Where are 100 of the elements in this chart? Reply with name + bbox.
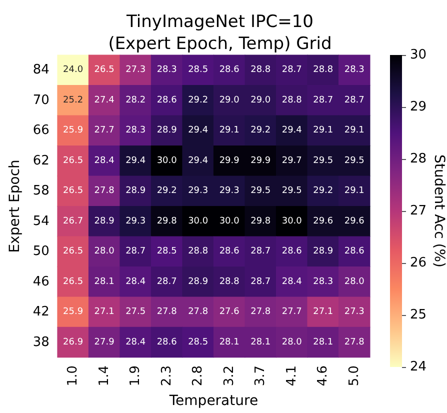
data-label: 29.2 (188, 95, 208, 106)
y-tick-label: 70 (32, 92, 50, 108)
data-label: 28.4 (94, 156, 115, 166)
color-bar-label: 25 (410, 308, 427, 322)
color-bar-label: 29 (410, 100, 427, 114)
data-label: 29.7 (282, 156, 302, 166)
data-label: 28.7 (250, 246, 271, 257)
data-label: 26.7 (63, 216, 84, 226)
data-label: 28.6 (156, 95, 178, 106)
color-bar-label: 26 (410, 256, 427, 270)
data-label: 29.2 (313, 186, 334, 196)
data-label: 27.8 (250, 307, 271, 318)
data-label: 28.7 (126, 246, 146, 257)
data-label: 29.1 (344, 126, 364, 136)
y-tick-label: 38 (32, 334, 50, 350)
x-tick-label: 4.6 (316, 365, 331, 386)
data-label: 28.8 (282, 95, 302, 106)
data-label: 28.6 (344, 246, 365, 257)
data-label: 29.3 (188, 186, 208, 196)
data-label: 29.4 (282, 126, 302, 136)
data-label: 26.5 (63, 246, 84, 257)
data-label: 27.7 (282, 307, 302, 318)
data-label: 28.6 (219, 246, 240, 257)
data-label: 28.8 (219, 276, 240, 287)
data-label: 28.6 (219, 65, 240, 76)
y-axis-title: Expert Epoch (7, 160, 23, 253)
data-label: 28.9 (313, 246, 334, 257)
y-tick-label: 84 (32, 62, 50, 78)
data-label: 28.5 (188, 65, 208, 76)
data-label: 28.4 (126, 337, 146, 348)
y-tick-label: 46 (32, 274, 50, 290)
data-label: 25.9 (63, 126, 84, 136)
data-label: 28.3 (126, 126, 146, 136)
x-tick-label: 3.2 (222, 365, 237, 386)
data-label: 24.0 (63, 65, 84, 76)
data-label: 29.1 (219, 126, 240, 136)
data-label: 29.8 (250, 216, 271, 226)
x-tick-label: 4.1 (284, 365, 300, 386)
y-tick-label: 62 (32, 153, 50, 168)
data-label: 27.5 (126, 307, 146, 318)
data-label: 28.3 (344, 65, 364, 76)
color-bar-label: 24 (410, 360, 427, 374)
data-label: 27.3 (126, 65, 146, 76)
x-tick-label: 3.7 (253, 365, 268, 386)
data-label: 30.0 (188, 216, 208, 226)
data-label: 27.9 (94, 337, 115, 348)
data-label: 26.5 (63, 276, 84, 287)
data-label: 28.7 (156, 276, 177, 287)
y-tick-label: 54 (32, 214, 50, 229)
data-label: 28.3 (156, 65, 177, 76)
color-bar-label: 30 (410, 48, 427, 62)
data-label: 27.8 (94, 186, 115, 196)
data-label: 29.6 (313, 216, 334, 226)
color-bar-title: Student Acc (%) (431, 154, 447, 268)
data-label: 27.8 (188, 307, 208, 318)
data-label: 28.8 (188, 246, 208, 257)
data-label: 28.4 (282, 276, 302, 287)
x-tick-label: 1.4 (96, 365, 112, 386)
data-label: 28.8 (313, 65, 334, 76)
data-label: 28.1 (313, 337, 334, 348)
data-label: 28.5 (188, 337, 208, 348)
x-tick-label: 2.8 (190, 365, 206, 386)
data-label: 28.9 (94, 216, 115, 226)
data-label: 29.0 (219, 95, 240, 106)
data-label: 27.1 (313, 307, 334, 318)
data-label: 26.5 (94, 65, 114, 76)
data-label: 29.3 (126, 216, 146, 226)
data-label: 27.4 (94, 95, 115, 106)
data-label: 29.9 (250, 156, 271, 166)
y-tick-label: 42 (32, 304, 50, 320)
data-label: 28.0 (282, 337, 302, 348)
data-label: 29.0 (250, 95, 271, 106)
x-tick-label: 2.3 (159, 365, 174, 386)
data-label: 27.3 (344, 307, 364, 318)
y-tick-label: 50 (32, 244, 50, 260)
data-label: 28.2 (126, 95, 146, 106)
data-label: 25.9 (63, 307, 84, 318)
x-tick-label: 1.0 (66, 365, 81, 386)
data-label: 27.1 (94, 307, 114, 318)
data-label: 29.5 (250, 186, 271, 196)
data-label: 25.2 (63, 95, 84, 106)
data-label: 30.0 (219, 216, 240, 226)
data-label: 29.5 (282, 186, 302, 196)
data-label: 27.8 (344, 337, 365, 348)
x-tick-label: 1.9 (128, 365, 144, 386)
data-label: 28.0 (94, 246, 115, 257)
data-label: 28.1 (250, 337, 271, 348)
data-label: 29.1 (344, 186, 364, 196)
data-label: 29.2 (250, 126, 271, 136)
data-label: 28.8 (250, 65, 271, 76)
data-label: 27.6 (219, 307, 240, 318)
data-label: 28.6 (282, 246, 302, 257)
data-label: 26.5 (63, 156, 84, 166)
x-tick-label: 5.0 (346, 365, 362, 386)
data-label: 29.8 (156, 216, 178, 226)
data-label: 28.1 (219, 337, 240, 348)
data-label: 29.5 (344, 156, 364, 166)
data-label: 29.9 (219, 156, 240, 166)
data-label: 29.4 (126, 156, 146, 166)
data-label: 29.6 (344, 216, 365, 226)
